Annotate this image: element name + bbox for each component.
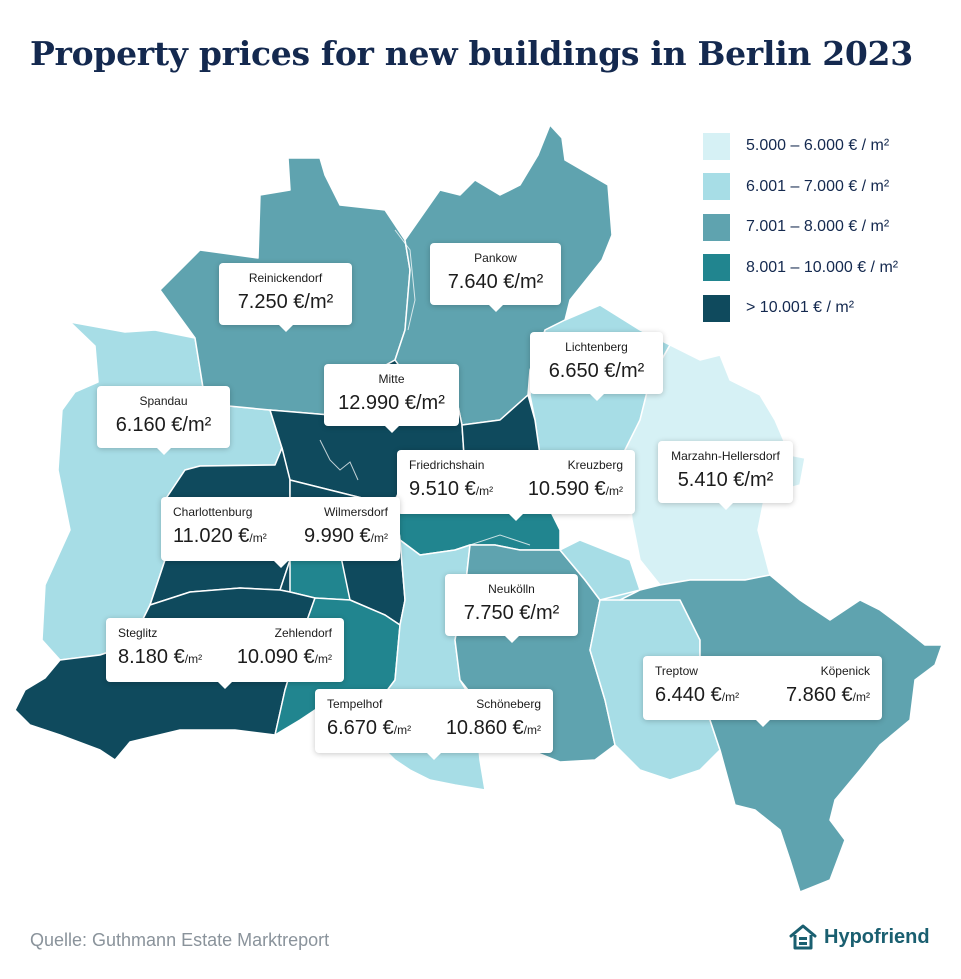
label-pankow: Pankow 7.640 €/m² [430, 243, 561, 312]
legend-item: 7.001 – 8.000 € / m² [703, 207, 898, 248]
district-price: 7.250 €/m² [237, 291, 334, 313]
label-neukoelln: Neukölln 7.750 €/m² [445, 574, 578, 643]
label-mitte: Mitte 12.990 €/m² [324, 364, 459, 433]
district-price: 6.670 €/m² [327, 717, 412, 739]
district-price: 7.860 €/m² [785, 684, 870, 706]
legend-label: 5.000 – 6.000 € / m² [746, 137, 890, 155]
legend-label: 8.001 – 10.000 € / m² [746, 258, 899, 276]
legend-item: 8.001 – 10.000 € / m² [703, 248, 898, 289]
district-name: Steglitz [118, 626, 158, 640]
district-price: 8.180 €/m² [118, 646, 203, 668]
legend-item: 5.000 – 6.000 € / m² [703, 126, 898, 167]
district-name: Tempelhof [327, 697, 383, 711]
legend-item: > 10.001 € / m² [703, 288, 898, 329]
district-price: 5.410 €/m² [677, 469, 774, 491]
legend: 5.000 – 6.000 € / m² 6.001 – 7.000 € / m… [703, 126, 898, 329]
label-friedrichshain-kreuzberg: Friedrichshain 9.510 €/m² Kreuzberg 10.5… [397, 450, 635, 521]
legend-label: 7.001 – 8.000 € / m² [746, 218, 890, 236]
district-name: Schöneberg [476, 697, 541, 711]
district-name: Marzahn-Hellersdorf [671, 449, 780, 463]
label-reinickendorf: Reinickendorf 7.250 €/m² [219, 263, 352, 332]
district-price: 10.090 €/m² [236, 646, 332, 668]
label-treptow-koepenick: Treptow 6.440 €/m² Köpenick 7.860 €/m² [643, 656, 882, 727]
label-charlottenburg-wilmersdorf: Charlottenburg 11.020 €/m² Wilmersdorf 9… [161, 497, 400, 568]
district-price: 9.510 €/m² [409, 478, 494, 500]
district-price: 10.860 €/m² [445, 717, 541, 739]
district-name: Zehlendorf [274, 626, 332, 640]
house-icon [789, 924, 817, 950]
district-name: Friedrichshain [409, 458, 485, 472]
legend-swatch [703, 294, 730, 322]
district-name: Spandau [139, 394, 188, 408]
district-name: Kreuzberg [567, 458, 623, 472]
label-marzahn-hellersdorf: Marzahn-Hellersdorf 5.410 €/m² [658, 441, 793, 510]
legend-swatch [703, 173, 730, 201]
district-name: Köpenick [820, 664, 870, 678]
district-name: Wilmersdorf [323, 505, 388, 519]
district-price: 6.650 €/m² [548, 360, 645, 382]
label-lichtenberg: Lichtenberg 6.650 €/m² [530, 332, 663, 401]
district-koepenick [619, 574, 943, 893]
district-name: Mitte [378, 372, 405, 386]
district-price: 10.590 €/m² [527, 478, 623, 500]
source-note: Quelle: Guthmann Estate Marktreport [30, 930, 330, 950]
brand-name: Hypofriend [824, 925, 930, 948]
legend-swatch [703, 254, 730, 282]
label-tempelhof-schoeneberg: Tempelhof 6.670 €/m² Schöneberg 10.860 €… [315, 689, 553, 760]
legend-item: 6.001 – 7.000 € / m² [703, 167, 898, 208]
label-spandau: Spandau 6.160 €/m² [97, 386, 230, 455]
district-price: 7.640 €/m² [447, 271, 544, 293]
district-name: Treptow [655, 664, 698, 678]
page-title: Property prices for new buildings in Ber… [30, 34, 913, 73]
district-price: 6.160 €/m² [115, 414, 212, 436]
legend-label: 6.001 – 7.000 € / m² [746, 177, 890, 195]
label-steglitz-zehlendorf: Steglitz 8.180 €/m² Zehlendorf 10.090 €/… [106, 618, 344, 689]
district-name: Reinickendorf [248, 271, 323, 285]
district-name: Charlottenburg [173, 505, 253, 519]
district-price: 9.990 €/m² [303, 525, 388, 547]
district-name: Neukölln [488, 582, 535, 596]
district-price: 6.440 €/m² [655, 684, 740, 706]
district-name: Pankow [474, 251, 517, 265]
legend-label: > 10.001 € / m² [746, 299, 855, 317]
brand-logo: Hypofriend [788, 922, 930, 952]
district-price: 12.990 €/m² [338, 392, 445, 414]
legend-swatch [703, 213, 730, 241]
district-price: 11.020 €/m² [173, 525, 267, 547]
district-price: 7.750 €/m² [463, 602, 560, 624]
district-name: Lichtenberg [565, 340, 628, 354]
legend-swatch [703, 132, 730, 160]
